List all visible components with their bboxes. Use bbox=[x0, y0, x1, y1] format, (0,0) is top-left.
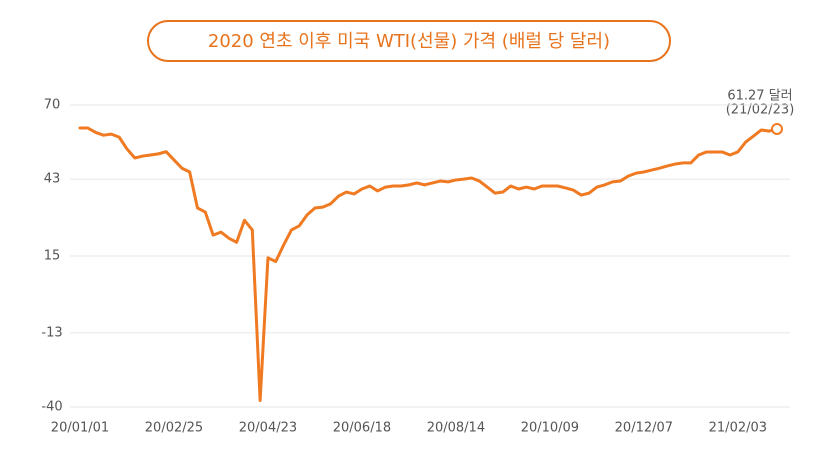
y-tick-label: 70 bbox=[44, 98, 61, 113]
y-tick-label: -13 bbox=[41, 325, 62, 340]
end-marker bbox=[771, 122, 783, 135]
price-line bbox=[78, 126, 779, 402]
x-tick-label: 20/10/09 bbox=[521, 421, 579, 436]
x-tick-label: 20/01/01 bbox=[51, 421, 109, 436]
x-tick-label: 20/12/07 bbox=[615, 421, 673, 436]
chart-title: 2020 연초 이후 미국 WTI(선물) 가격 (배럴 당 달러) bbox=[208, 31, 610, 52]
annotation: 61.27 달러 bbox=[727, 89, 792, 104]
annotation: (21/02/23) bbox=[726, 103, 795, 118]
x-tick-label: 20/04/23 bbox=[239, 421, 297, 436]
y-tick-label: 43 bbox=[44, 172, 61, 187]
y-tick-label: 15 bbox=[44, 249, 61, 264]
x-tick-label: 21/02/03 bbox=[709, 421, 767, 436]
x-tick-label: 20/08/14 bbox=[427, 421, 485, 436]
x-tick-label: 20/02/25 bbox=[145, 421, 203, 436]
x-tick-label: 20/06/18 bbox=[333, 421, 391, 436]
title-box bbox=[147, 20, 671, 62]
y-tick-label: -40 bbox=[41, 400, 62, 415]
